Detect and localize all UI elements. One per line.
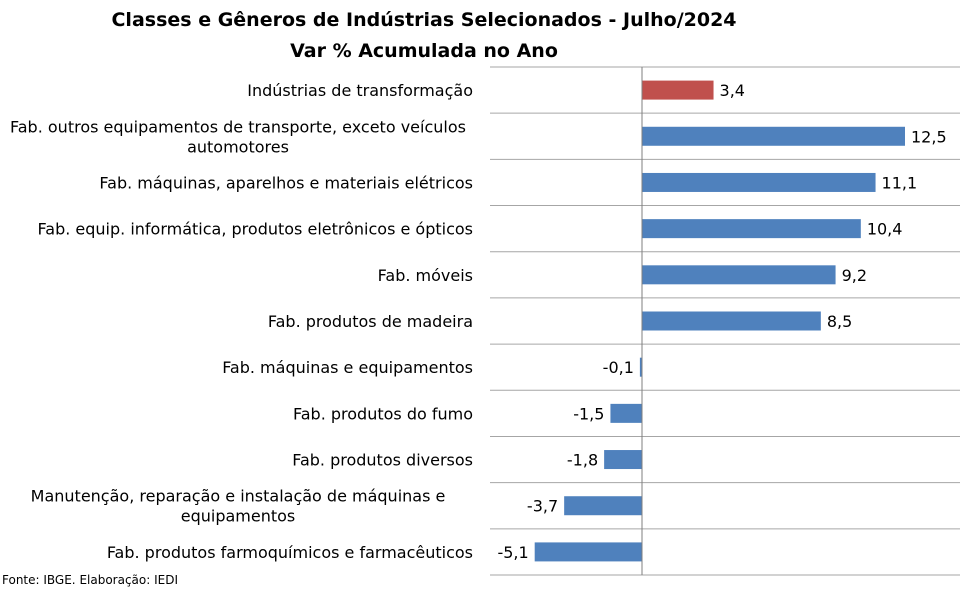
value-label: 3,4 [720,81,745,100]
bar [604,450,642,470]
value-label: 8,5 [827,312,852,331]
value-label: -5,1 [497,543,528,562]
category-label: Indústrias de transformação [247,81,473,100]
bar [534,542,642,562]
category-label: Fab. máquinas e equipamentos [222,358,473,377]
bar [564,496,642,516]
value-label: 11,1 [882,173,918,192]
bar [610,403,642,423]
category-label: Manutenção, reparação e instalação de má… [31,487,446,506]
bar [642,265,836,285]
value-label: 9,2 [842,266,867,285]
category-label: Fab. equip. informática, produtos eletrô… [38,220,473,239]
source-note: Fonte: IBGE. Elaboração: IEDI [2,573,179,587]
value-label: -3,7 [527,497,558,516]
bar [639,357,642,377]
category-label: Fab. móveis [378,266,473,285]
category-label: Fab. máquinas, aparelhos e materiais elé… [99,173,473,192]
bar [642,219,861,239]
category-label: automotores [187,137,289,156]
value-label: 10,4 [867,220,903,239]
value-label: -0,1 [603,358,634,377]
category-label: Fab. produtos diversos [292,451,473,470]
bar [642,80,714,100]
bar [642,311,821,331]
value-label: -1,5 [573,404,604,423]
value-label: 12,5 [911,127,947,146]
category-label: Fab. produtos farmoquímicos e farmacêuti… [107,543,473,562]
category-label: equipamentos [181,507,296,526]
category-label: Fab. produtos de madeira [268,312,473,331]
chart-title: Classes e Gêneros de Indústrias Selecion… [111,9,737,31]
bar [642,172,876,192]
bar [642,126,905,146]
category-label: Fab. outros equipamentos de transporte, … [10,117,466,136]
value-label: -1,8 [567,451,598,470]
category-label: Fab. produtos do fumo [293,404,473,423]
chart-subtitle: Var % Acumulada no Ano [290,40,558,62]
